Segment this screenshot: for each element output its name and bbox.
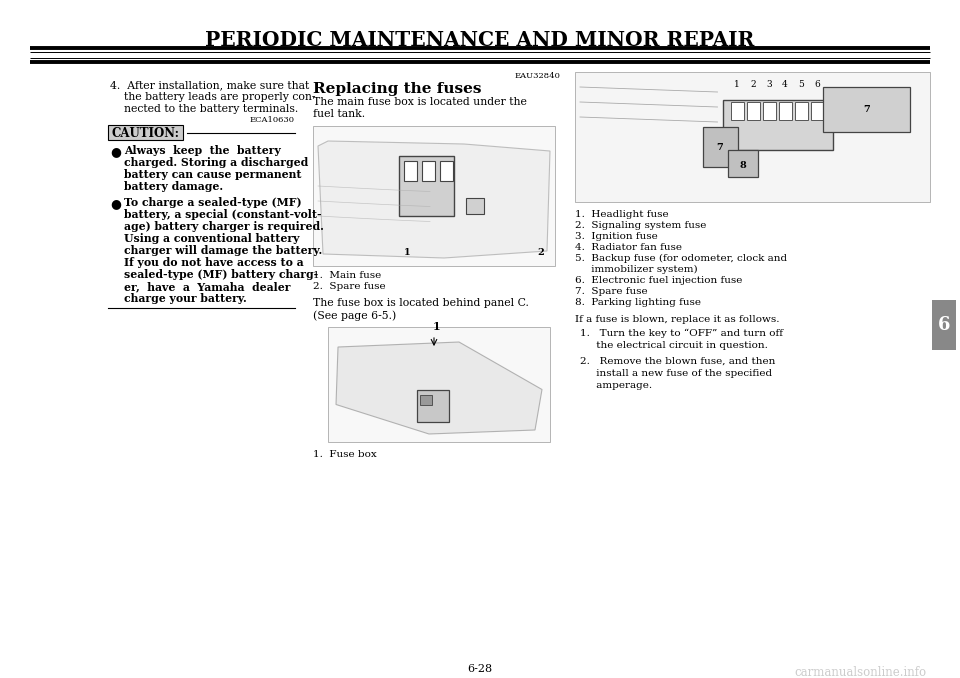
Text: 4: 4	[782, 80, 788, 89]
Bar	[108, 125, 183, 140]
Bar	[422, 161, 435, 181]
Text: amperage.: amperage.	[580, 381, 652, 390]
PathPatch shape	[336, 342, 542, 434]
Text: 6: 6	[814, 80, 820, 89]
Text: If a fuse is blown, replace it as follows.: If a fuse is blown, replace it as follow…	[575, 315, 780, 324]
Text: 2.   Remove the blown fuse, and then: 2. Remove the blown fuse, and then	[580, 357, 776, 366]
Text: 4.  Radiator fan fuse: 4. Radiator fan fuse	[575, 243, 682, 252]
Text: 3.  Ignition fuse: 3. Ignition fuse	[575, 232, 658, 241]
Text: charged. Storing a discharged: charged. Storing a discharged	[124, 157, 308, 168]
Text: CAUTION:: CAUTION:	[111, 127, 179, 140]
Text: 2.  Spare fuse: 2. Spare fuse	[313, 282, 386, 291]
Text: 3: 3	[766, 80, 772, 89]
Text: the battery leads are properly con-: the battery leads are properly con-	[110, 92, 316, 102]
Text: Replacing the fuses: Replacing the fuses	[313, 82, 482, 96]
Text: 1: 1	[404, 248, 411, 257]
Text: battery damage.: battery damage.	[124, 181, 223, 192]
Bar	[420, 395, 432, 405]
Text: EAU32840: EAU32840	[515, 72, 560, 80]
Bar	[399, 156, 454, 216]
Text: 8: 8	[739, 161, 746, 170]
Text: 6: 6	[938, 316, 950, 334]
Text: nected to the battery terminals.: nected to the battery terminals.	[110, 104, 299, 114]
Text: 7: 7	[863, 105, 870, 114]
Text: ●: ●	[110, 145, 121, 158]
Bar	[466, 198, 484, 214]
Text: immobilizer system): immobilizer system)	[575, 265, 698, 274]
Text: (See page 6-5.): (See page 6-5.)	[313, 310, 396, 321]
Text: 7.  Spare fuse: 7. Spare fuse	[575, 287, 648, 296]
Bar	[779, 102, 791, 120]
Bar	[440, 161, 453, 181]
Text: battery, a special (constant-volt-: battery, a special (constant-volt-	[124, 209, 322, 220]
Text: 6.  Electronic fuel injection fuse: 6. Electronic fuel injection fuse	[575, 276, 742, 285]
Text: er,  have  a  Yamaha  dealer: er, have a Yamaha dealer	[124, 281, 291, 292]
Text: 1: 1	[734, 80, 740, 89]
Bar	[731, 102, 743, 120]
Text: carmanualsonline.info: carmanualsonline.info	[794, 666, 926, 678]
Text: The main fuse box is located under the: The main fuse box is located under the	[313, 97, 527, 107]
Bar	[728, 150, 757, 177]
Bar	[328, 327, 550, 442]
Text: charge your battery.: charge your battery.	[124, 293, 247, 304]
Text: ●: ●	[110, 197, 121, 210]
Text: 4.  After installation, make sure that: 4. After installation, make sure that	[110, 80, 309, 90]
PathPatch shape	[318, 141, 550, 258]
Text: 5.  Backup fuse (for odometer, clock and: 5. Backup fuse (for odometer, clock and	[575, 254, 787, 263]
Text: install a new fuse of the specified: install a new fuse of the specified	[580, 369, 772, 378]
Bar	[747, 102, 759, 120]
Text: fuel tank.: fuel tank.	[313, 109, 365, 119]
Bar	[723, 100, 832, 150]
Bar	[575, 72, 930, 202]
Text: 2: 2	[750, 80, 756, 89]
Text: 1.  Headlight fuse: 1. Headlight fuse	[575, 210, 668, 219]
Text: 1.   Turn the key to “OFF” and turn off: 1. Turn the key to “OFF” and turn off	[580, 329, 783, 338]
Bar	[762, 102, 776, 120]
Text: ECA10630: ECA10630	[250, 116, 295, 124]
Text: 2: 2	[537, 248, 543, 257]
Text: 1.  Fuse box: 1. Fuse box	[313, 450, 376, 459]
Text: 8.  Parking lighting fuse: 8. Parking lighting fuse	[575, 298, 701, 307]
Bar	[810, 102, 824, 120]
Bar	[932, 300, 956, 350]
Text: age) battery charger is required.: age) battery charger is required.	[124, 221, 324, 232]
Text: 7: 7	[716, 142, 724, 151]
Bar	[823, 87, 910, 132]
Text: the electrical circuit in question.: the electrical circuit in question.	[580, 341, 768, 350]
Text: 1: 1	[432, 321, 440, 332]
Bar	[313, 126, 555, 266]
Text: The fuse box is located behind panel C.: The fuse box is located behind panel C.	[313, 298, 529, 308]
Text: Always  keep  the  battery: Always keep the battery	[124, 145, 281, 156]
Text: charger will damage the battery.: charger will damage the battery.	[124, 245, 323, 256]
Text: PERIODIC MAINTENANCE AND MINOR REPAIR: PERIODIC MAINTENANCE AND MINOR REPAIR	[205, 30, 755, 50]
Bar	[417, 389, 449, 422]
Text: battery can cause permanent: battery can cause permanent	[124, 169, 301, 180]
Bar	[404, 161, 417, 181]
Bar	[795, 102, 807, 120]
Bar	[703, 127, 737, 167]
Text: 5: 5	[798, 80, 804, 89]
Text: To charge a sealed-type (MF): To charge a sealed-type (MF)	[124, 197, 301, 208]
Text: sealed-type (MF) battery charg-: sealed-type (MF) battery charg-	[124, 269, 319, 280]
Text: 2.  Signaling system fuse: 2. Signaling system fuse	[575, 221, 707, 230]
Text: If you do not have access to a: If you do not have access to a	[124, 257, 303, 268]
Text: 6-28: 6-28	[468, 664, 492, 674]
Text: 1.  Main fuse: 1. Main fuse	[313, 271, 381, 280]
Text: Using a conventional battery: Using a conventional battery	[124, 233, 300, 244]
